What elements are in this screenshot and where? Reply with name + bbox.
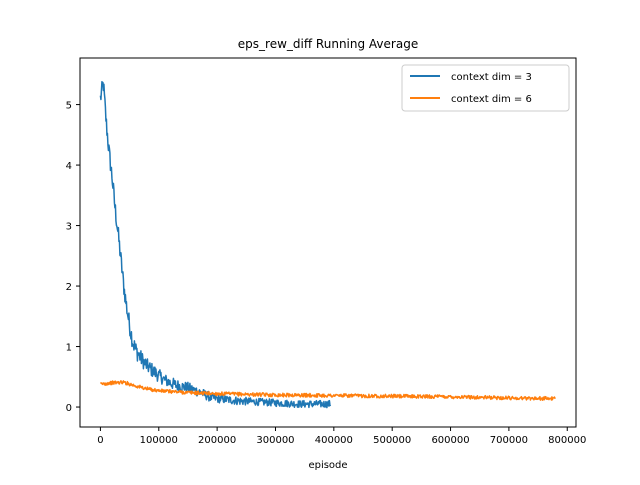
axes-frame [79,57,577,428]
y-tick-label: 1 [66,343,72,354]
legend-label-context-dim-6: context dim = 6 [451,94,532,105]
x-axis-title: episode [308,460,347,471]
x-tick-label: 700000 [490,435,528,446]
legend-label-context-dim-3: context dim = 3 [451,72,532,83]
x-tick-label: 400000 [315,435,353,446]
legend: context dim = 3 context dim = 6 [401,64,570,112]
y-tick-label: 3 [66,222,72,233]
x-tick-label: 800000 [548,435,586,446]
x-tick-label: 100000 [140,435,178,446]
chart-title: eps_rew_diff Running Average [238,37,418,51]
x-tick-label: 600000 [431,435,469,446]
x-tick-label: 200000 [198,435,236,446]
y-tick-label: 0 [66,403,72,414]
series-line-context-dim-6 [99,380,556,401]
y-tick-label: 5 [66,101,72,112]
y-axis: 0 1 2 3 4 5 [66,101,80,414]
x-axis: 0 100000 200000 300000 400000 500000 600000 700… [97,427,586,446]
y-tick-label: 4 [66,161,72,172]
series-line-context-dim-3 [99,81,332,409]
x-tick-label: 300000 [256,435,294,446]
legend-box [401,64,570,112]
x-tick-label: 0 [97,435,103,446]
y-tick-label: 2 [66,282,72,293]
x-tick-label: 500000 [373,435,411,446]
plot-area [99,81,556,409]
